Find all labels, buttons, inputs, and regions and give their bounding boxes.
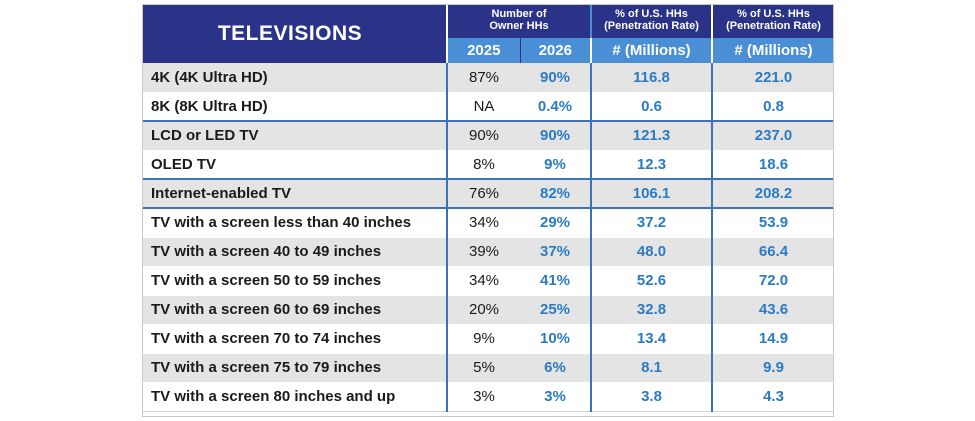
cell-2026: 3% <box>520 382 592 412</box>
cell-millions-2: 14.9 <box>711 324 835 354</box>
televisions-table: TELEVISIONS Number of Owner HHs % of U.S… <box>142 4 835 412</box>
cell-2026: 25% <box>520 295 592 325</box>
table-row: 4K (4K Ultra HD) 87% 90% 116.8 221.0 <box>142 63 835 93</box>
cell-millions-2: 9.9 <box>711 353 835 383</box>
header-row-bottom: 2025 2026 # (Millions) # (Millions) <box>142 36 835 63</box>
cell-2026: 9% <box>520 150 592 180</box>
row-label: TV with a screen 40 to 49 inches <box>142 237 447 267</box>
table-row: Internet-enabled TV 76% 82% 106.1 208.2 <box>142 178 835 209</box>
column-group-line2: (Penetration Rate) <box>726 20 821 33</box>
table-row: TV with a screen 40 to 49 inches 39% 37% 48… <box>142 237 835 267</box>
cell-2026: 37% <box>520 237 592 267</box>
cell-millions-2: 53.9 <box>711 207 835 238</box>
row-label: TV with a screen 70 to 74 inches <box>142 324 447 354</box>
row-label: TV with a screen 50 to 59 inches <box>142 266 447 296</box>
column-group-line1: Number of <box>491 8 547 21</box>
cell-millions-1: 106.1 <box>590 178 713 209</box>
cell-millions-2: 4.3 <box>711 382 835 412</box>
cell-millions-1: 8.1 <box>590 353 713 383</box>
column-group-owner-hhs: Number of Owner HHs <box>445 4 592 37</box>
cell-millions-2: 18.6 <box>711 150 835 180</box>
table-row: TV with a screen 75 to 79 inches 5% 6% 8.1 9… <box>142 353 835 383</box>
row-label: TV with a screen 80 inches and up <box>142 382 447 412</box>
cell-2025: 8% <box>446 150 520 180</box>
column-group-penetration-2: % of U.S. HHs (Penetration Rate) <box>711 4 835 37</box>
cell-2026: 90% <box>520 120 592 151</box>
cell-millions-2: 237.0 <box>711 120 835 151</box>
cell-2026: 10% <box>520 324 592 354</box>
table-row: OLED TV 8% 9% 12.3 18.6 <box>142 150 835 180</box>
cell-millions-1: 48.0 <box>590 237 713 267</box>
cell-millions-1: 121.3 <box>590 120 713 151</box>
cell-millions-2: 208.2 <box>711 178 835 209</box>
column-group-line1: % of U.S. HHs <box>615 8 688 21</box>
cell-2026: 82% <box>520 178 592 209</box>
row-label: TV with a screen less than 40 inches <box>142 207 447 238</box>
cell-2025: 20% <box>446 295 520 325</box>
row-label: TV with a screen 60 to 69 inches <box>142 295 447 325</box>
row-label: LCD or LED TV <box>142 120 447 151</box>
cell-millions-2: 66.4 <box>711 237 835 267</box>
cell-2026: 6% <box>520 353 592 383</box>
cell-2025: 3% <box>446 382 520 412</box>
cell-millions-1: 12.3 <box>590 150 713 180</box>
table-row: TV with a screen 80 inches and up 3% 3% 3.8… <box>142 382 835 412</box>
column-group-line2: Owner HHs <box>489 20 549 33</box>
cell-millions-1: 13.4 <box>590 324 713 354</box>
cell-2025: 34% <box>446 266 520 296</box>
table-row: LCD or LED TV 90% 90% 121.3 237.0 <box>142 120 835 151</box>
table-row: 8K (8K Ultra HD) NA 0.4% 0.6 0.8 <box>142 92 835 122</box>
table-title: TELEVISIONS <box>142 4 447 63</box>
table-row: TV with a screen 60 to 69 inches 20% 25% 32… <box>142 295 835 325</box>
cell-millions-1: 3.8 <box>590 382 713 412</box>
cell-millions-1: 52.6 <box>590 266 713 296</box>
row-label: TV with a screen 75 to 79 inches <box>142 353 447 383</box>
column-header-2025: 2025 <box>446 36 520 63</box>
cell-2025: 5% <box>446 353 520 383</box>
cell-2026: 41% <box>520 266 592 296</box>
column-group-penetration-1: % of U.S. HHs (Penetration Rate) <box>590 4 713 37</box>
cell-millions-2: 0.8 <box>711 92 835 122</box>
row-label: Internet-enabled TV <box>142 178 447 209</box>
cell-2025: 9% <box>446 324 520 354</box>
cell-millions-1: 37.2 <box>590 207 713 238</box>
column-header-millions-2: # (Millions) <box>711 36 835 63</box>
row-label: 4K (4K Ultra HD) <box>142 63 447 93</box>
column-group-line1: % of U.S. HHs <box>737 8 810 21</box>
cell-millions-2: 72.0 <box>711 266 835 296</box>
table-row: TV with a screen 70 to 74 inches 9% 10% 13.… <box>142 324 835 354</box>
cell-millions-2: 43.6 <box>711 295 835 325</box>
cell-2025: 87% <box>446 63 520 93</box>
cell-2025: 76% <box>446 178 520 209</box>
cell-2025: 39% <box>446 237 520 267</box>
cell-2026: 90% <box>520 63 592 93</box>
column-header-millions-1: # (Millions) <box>590 36 713 63</box>
cell-millions-1: 0.6 <box>590 92 713 122</box>
cell-2026: 29% <box>520 207 592 238</box>
cell-2025: 90% <box>446 120 520 151</box>
row-label: OLED TV <box>142 150 447 180</box>
cell-2025: NA <box>446 92 520 122</box>
column-group-line2: (Penetration Rate) <box>604 20 699 33</box>
header-row-top: TELEVISIONS Number of Owner HHs % of U.S… <box>142 4 835 63</box>
table-body: 4K (4K Ultra HD) 87% 90% 116.8 221.0 8K (8K U… <box>142 63 835 412</box>
table-row: TV with a screen 50 to 59 inches 34% 41% 52… <box>142 266 835 296</box>
cell-millions-2: 221.0 <box>711 63 835 93</box>
cell-millions-1: 116.8 <box>590 63 713 93</box>
cell-2025: 34% <box>446 207 520 238</box>
table-row: TV with a screen less than 40 inches 34% 2… <box>142 207 835 238</box>
cell-2026: 0.4% <box>520 92 592 122</box>
row-label: 8K (8K Ultra HD) <box>142 92 447 122</box>
column-header-2026: 2026 <box>519 36 592 63</box>
cell-millions-1: 32.8 <box>590 295 713 325</box>
